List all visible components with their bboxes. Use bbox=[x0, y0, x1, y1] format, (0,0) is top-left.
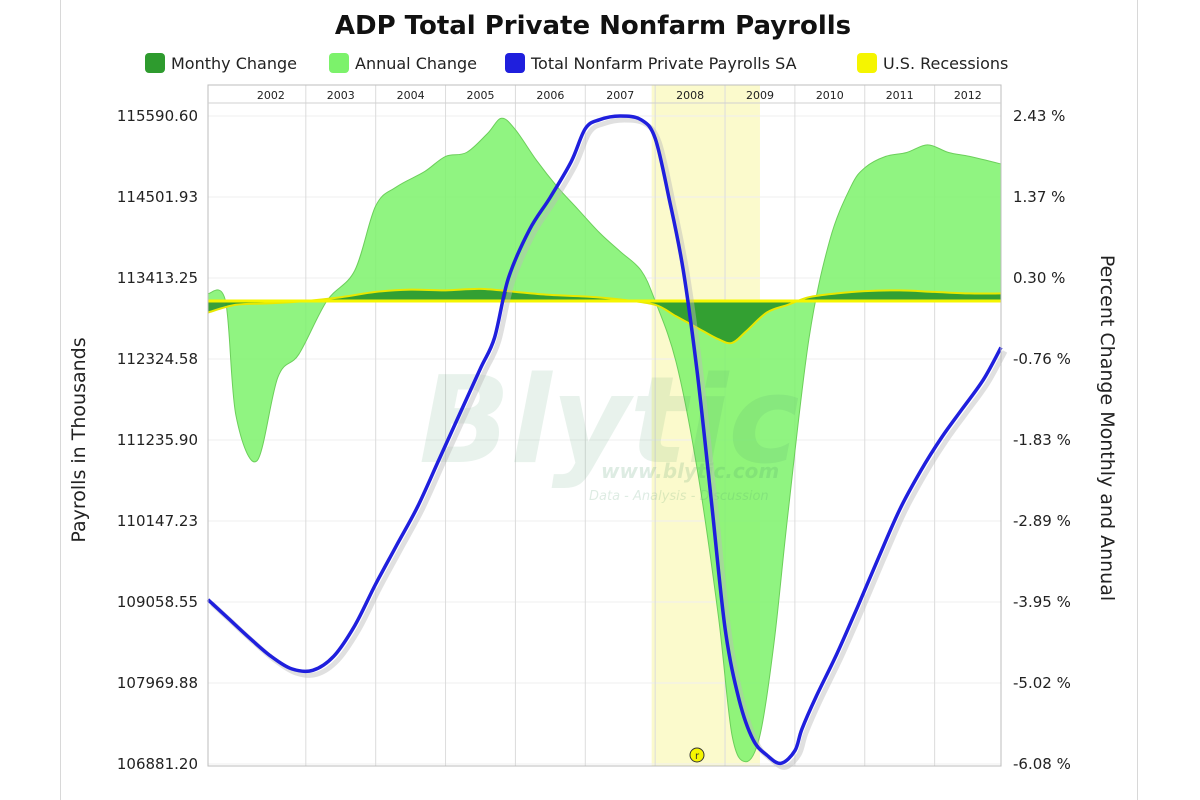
payrolls-line-shadow bbox=[210, 117, 1008, 770]
year-label: 2009 bbox=[746, 89, 774, 102]
left-axis-title: Payrolls in Thousands bbox=[68, 337, 90, 542]
legend-swatch-annual bbox=[329, 53, 349, 73]
right-tick-label: -2.89 % bbox=[1013, 512, 1071, 530]
chart-title: ADP Total Private Nonfarm Payrolls bbox=[335, 11, 851, 41]
right-tick-label: 0.30 % bbox=[1013, 269, 1065, 287]
left-tick-label: 109058.55 bbox=[117, 593, 198, 611]
legend-swatch-recessions bbox=[857, 53, 877, 73]
monthly-change-area bbox=[207, 287, 1002, 345]
year-label: 2004 bbox=[397, 89, 425, 102]
year-label: 2007 bbox=[606, 89, 634, 102]
left-tick-label: 114501.93 bbox=[117, 188, 198, 206]
right-tick-label: -3.95 % bbox=[1013, 593, 1071, 611]
year-label: 2011 bbox=[886, 89, 914, 102]
left-tick-label: 106881.20 bbox=[117, 755, 198, 773]
legend-label-monthly: Monthy Change bbox=[171, 54, 297, 73]
right-axis-title: Percent Change Monthly and Annual bbox=[1096, 255, 1118, 601]
legend-swatch-payrolls bbox=[505, 53, 525, 73]
right-tick-label: -5.02 % bbox=[1013, 674, 1071, 692]
year-labels: 2002 2003 2004 2005 2006 2007 2008 2009 2010 2011… bbox=[257, 89, 982, 102]
badge-circle[interactable] bbox=[689, 747, 705, 763]
legend-label-annual: Annual Change bbox=[355, 54, 477, 73]
right-tick-label: 1.37 % bbox=[1013, 188, 1065, 206]
left-tick-label: 115590.60 bbox=[117, 107, 198, 125]
left-tick-label: 107969.88 bbox=[117, 674, 198, 692]
year-label: 2012 bbox=[954, 89, 982, 102]
annotation-badge[interactable]: r bbox=[689, 747, 705, 763]
left-tick-label: 112324.58 bbox=[117, 350, 198, 368]
payrolls-line bbox=[206, 114, 1003, 766]
legend-label-recessions: U.S. Recessions bbox=[883, 54, 1008, 73]
plot-border bbox=[207, 84, 1002, 767]
payrolls-chart: ADP Total Private Nonfarm Payrolls Month… bbox=[68, 11, 1118, 773]
left-tick-label: 111235.90 bbox=[117, 431, 198, 449]
annual-change-area-path bbox=[207, 117, 1002, 763]
watermark: Blytic www.blytic.com Data - Analysis - … bbox=[419, 352, 799, 504]
watermark-url: www.blytic.com bbox=[601, 459, 779, 483]
left-tick-label: 113413.25 bbox=[117, 269, 198, 287]
right-tick-label: -6.08 % bbox=[1013, 755, 1071, 773]
badge-label: r bbox=[695, 751, 700, 762]
year-label: 2005 bbox=[466, 89, 494, 102]
legend: Monthy Change Annual Change Total Nonfar… bbox=[145, 53, 1008, 73]
plot-frame bbox=[207, 84, 1002, 767]
right-tick-label: 2.43 % bbox=[1013, 107, 1065, 125]
chart-panel: ADP Total Private Nonfarm Payrolls Month… bbox=[60, 0, 1138, 800]
right-tick-label: -1.83 % bbox=[1013, 431, 1071, 449]
watermark-brand: Blytic bbox=[419, 352, 799, 491]
left-axis-ticks: 115590.60 114501.93 113413.25 112324.58 1112… bbox=[117, 107, 198, 773]
legend-swatch-monthly bbox=[145, 53, 165, 73]
right-axis-ticks: 2.43 % 1.37 % 0.30 % -0.76 % -1.83 % -2.89 % -… bbox=[1013, 107, 1071, 773]
left-tick-label: 110147.23 bbox=[117, 512, 198, 530]
year-label: 2003 bbox=[327, 89, 355, 102]
legend-label-payrolls: Total Nonfarm Private Payrolls SA bbox=[530, 54, 797, 73]
year-label: 2010 bbox=[816, 89, 844, 102]
right-tick-label: -0.76 % bbox=[1013, 350, 1071, 368]
monthly-change-outline bbox=[207, 287, 1002, 345]
year-label: 2006 bbox=[536, 89, 564, 102]
watermark-tagline: Data - Analysis - Discussion bbox=[589, 489, 769, 504]
payrolls-line-series bbox=[206, 114, 1008, 770]
year-label: 2008 bbox=[676, 89, 704, 102]
year-label: 2002 bbox=[257, 89, 285, 102]
annual-change-area bbox=[207, 117, 1002, 763]
